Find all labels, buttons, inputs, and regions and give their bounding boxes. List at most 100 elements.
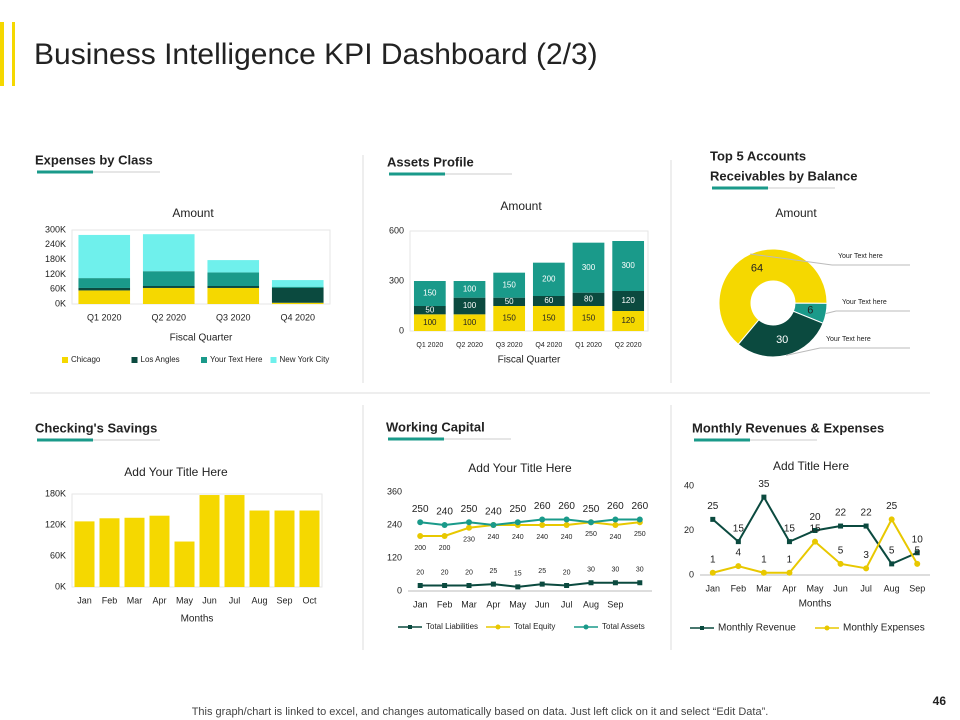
bar-segment [271,280,324,287]
data-label: 150 [542,314,556,323]
data-label: 260 [631,501,648,512]
data-label: 20 [416,569,424,576]
data-label: 25 [886,501,898,512]
x-tick-label: Q1 2020 [416,342,443,349]
accent-bar [12,22,15,86]
bar-segment [142,287,195,304]
data-label: 1 [710,554,716,565]
chart-title: Amount [172,206,214,220]
point-marker [564,583,570,588]
bar-segment [142,285,195,288]
bar-segment [78,234,131,279]
slice-label: 6 [807,304,813,316]
data-label: 30 [587,567,595,574]
x-tick-label: Q2 2020 [456,342,483,349]
point-marker [760,569,767,576]
x-tick-label: Q3 2020 [216,312,251,322]
point-marker [514,519,521,526]
data-label: 5 [914,546,920,557]
point-marker [735,563,742,570]
x-tick-label: Q2 2020 [615,342,642,349]
y-tick-label: 300 [389,275,404,285]
y-tick-label: 360 [387,486,402,496]
data-label: 260 [558,501,575,512]
panel-heading: Top 5 Accounts [710,148,806,163]
data-label: 15 [784,523,796,534]
data-label: 250 [634,531,646,538]
data-label: 250 [585,531,597,538]
footer-note: This graph/chart is linked to excel, and… [192,706,769,718]
y-tick-label: 180K [45,488,66,498]
legend-label: Total Assets [602,622,645,631]
data-label: 80 [584,294,593,303]
accent-bar [0,22,4,86]
data-label: 22 [861,508,873,519]
data-label: 25 [538,568,546,575]
y-tick-label: 60K [50,550,66,560]
data-label: 100 [463,301,477,310]
bar [124,517,145,587]
bar [249,510,270,587]
point-marker [539,522,546,528]
y-tick-label: 0K [55,581,66,591]
point-marker [441,522,448,528]
x-tick-label: Jan [77,595,92,605]
point-marker [914,560,921,567]
data-label: 15 [809,523,821,534]
x-tick-label: Sep [909,583,925,593]
point-marker [761,494,767,500]
data-label: 240 [536,534,548,541]
x-tick-label: Q2 2020 [151,312,186,322]
x-tick-label: Apr [782,583,796,593]
callout-label: Your Text here [826,336,871,343]
point-marker [863,565,870,572]
data-label: 100 [463,284,477,293]
data-label: 260 [534,501,551,512]
panel-heading: Working Capital [386,419,485,434]
x-tick-label: Jul [561,599,573,609]
bar-segment [493,272,526,298]
x-tick-label: Jun [535,599,550,609]
legend-label: Monthly Expenses [843,623,925,634]
bar-segment [493,306,526,331]
x-tick-label: Jun [202,595,217,605]
plot-frame [71,229,331,305]
bar [224,495,245,587]
bar-segment [612,241,645,291]
data-label: 20 [809,512,821,523]
data-label: 240 [561,534,573,541]
legend-label: Monthly Revenue [718,623,796,634]
data-label: 300 [582,263,596,272]
legend-swatch [62,357,68,363]
bar-segment [142,271,195,286]
chart-title: Add Your Title Here [468,461,572,475]
data-label: 30 [636,567,644,574]
data-label: 240 [610,534,622,541]
data-label: 50 [425,305,434,314]
bar-segment [532,262,565,296]
x-tick-label: Apr [486,599,500,609]
y-tick-label: 120 [387,552,402,562]
x-tick-label: Jan [413,599,428,609]
point-marker [563,516,570,523]
point-marker [636,516,643,523]
data-label: 50 [505,297,514,306]
slice-label: 64 [751,262,763,274]
data-label: 240 [488,534,500,541]
page-number: 46 [933,694,947,708]
data-label: 240 [436,507,453,518]
x-tick-label: Aug [251,595,267,605]
data-label: 120 [621,316,635,325]
series-line [420,521,640,537]
bar-segment [493,297,526,306]
legend-label: Total Equity [514,622,555,631]
x-tick-label: May [509,599,527,609]
data-label: 120 [621,296,635,305]
x-axis-label: Fiscal Quarter [498,355,561,366]
bar [199,495,220,587]
point-marker [837,560,844,567]
legend-marker [583,624,589,630]
point-marker [838,523,844,529]
x-tick-label: Jan [706,583,721,593]
